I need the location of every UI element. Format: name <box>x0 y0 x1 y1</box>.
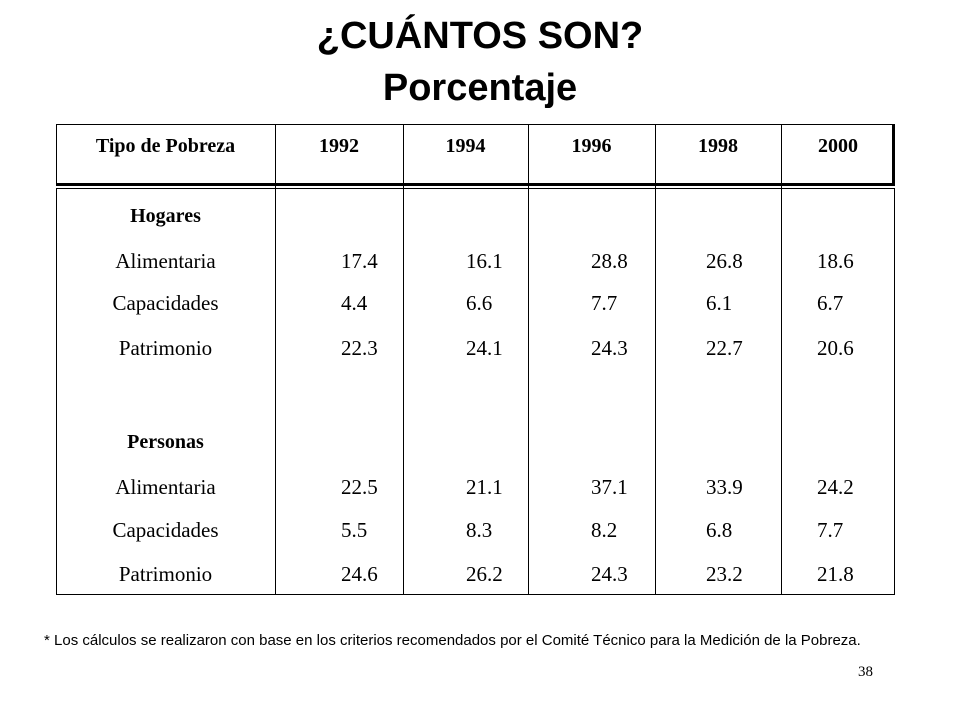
row-label: Patrimonio <box>118 562 213 586</box>
table-cell: 5.5 <box>341 518 368 542</box>
header-year-1994: 1994 <box>445 135 486 157</box>
table-cell: 33.9 <box>706 475 743 499</box>
column-divider <box>403 124 404 595</box>
table-cell: 17.4 <box>341 249 378 273</box>
table-cell: 6.1 <box>706 291 733 315</box>
header-year-1996: 1996 <box>571 135 612 157</box>
row-label: Capacidades <box>112 291 219 315</box>
table-cell: 22.5 <box>341 475 378 499</box>
table-cell: 24.3 <box>591 562 628 586</box>
table-cell: 22.7 <box>706 336 743 360</box>
table-cell: 28.8 <box>591 249 628 273</box>
table-cell: 26.8 <box>706 249 743 273</box>
table-cell: 22.3 <box>341 336 378 360</box>
header-year-2000: 2000 <box>818 135 858 157</box>
table-cell: 16.1 <box>466 249 503 273</box>
table-header-box <box>56 124 895 186</box>
section-personas: Personas <box>127 431 204 453</box>
section-hogares: Hogares <box>130 205 201 227</box>
table-cell: 6.7 <box>817 291 844 315</box>
footnote: * Los cálculos se realizaron con base en… <box>44 632 861 649</box>
table-cell: 7.7 <box>817 518 844 542</box>
page-number: 38 <box>858 664 873 680</box>
table-cell: 21.8 <box>817 562 854 586</box>
header-tipo-de-pobreza: Tipo de Pobreza <box>95 135 236 157</box>
table-cell: 4.4 <box>341 291 368 315</box>
table-cell: 24.2 <box>817 475 854 499</box>
column-divider <box>781 124 782 595</box>
table-cell: 24.3 <box>591 336 628 360</box>
header-year-1992: 1992 <box>319 135 359 157</box>
table-body-box <box>56 188 895 595</box>
table-cell: 21.1 <box>466 475 503 499</box>
row-label: Alimentaria <box>115 249 216 273</box>
table-cell: 37.1 <box>591 475 628 499</box>
table-cell: 18.6 <box>817 249 854 273</box>
row-label: Capacidades <box>112 518 219 542</box>
column-divider <box>528 124 529 595</box>
table-cell: 7.7 <box>591 291 618 315</box>
table-cell: 20.6 <box>817 336 854 360</box>
table-cell: 24.1 <box>466 336 503 360</box>
slide-title: ¿CUÁNTOS SON? <box>316 15 644 57</box>
table-cell: 6.8 <box>706 518 733 542</box>
table-cell: 23.2 <box>706 562 743 586</box>
column-divider <box>655 124 656 595</box>
table-cell: 8.3 <box>466 518 493 542</box>
header-year-1998: 1998 <box>698 135 738 157</box>
slide-subtitle: Porcentaje <box>382 67 578 109</box>
table-cell: 24.6 <box>341 562 378 586</box>
row-label: Alimentaria <box>115 475 216 499</box>
table-cell: 26.2 <box>466 562 503 586</box>
row-label: Patrimonio <box>118 336 213 360</box>
table-cell: 8.2 <box>591 518 618 542</box>
table-cell: 6.6 <box>466 291 493 315</box>
column-divider <box>275 124 276 595</box>
